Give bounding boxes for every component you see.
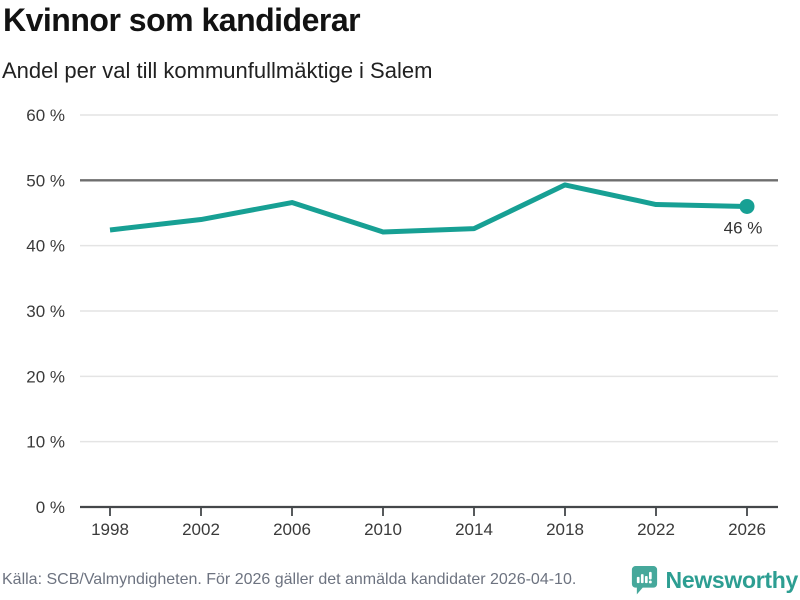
end-point-label: 46 % bbox=[724, 218, 763, 237]
page-title: Kvinnor som kandiderar bbox=[3, 2, 361, 38]
page-subtitle: Andel per val till kommunfullmäktige i S… bbox=[2, 58, 433, 83]
y-axis-tick-label: 20 % bbox=[26, 367, 65, 386]
x-axis-tick-label: 2002 bbox=[182, 520, 220, 539]
x-axis-tick-label: 2018 bbox=[546, 520, 584, 539]
x-axis-tick-label: 2014 bbox=[455, 520, 493, 539]
y-axis-tick-label: 30 % bbox=[26, 302, 65, 321]
newsworthy-bar-chart-bubble-icon bbox=[631, 566, 657, 595]
y-axis-tick-label: 40 % bbox=[26, 237, 65, 256]
data-line bbox=[109, 182, 748, 235]
y-axis-tick-label: 50 % bbox=[26, 171, 65, 190]
end-point-dot bbox=[739, 198, 755, 214]
y-axis-tick-label: 60 % bbox=[26, 106, 65, 125]
y-axis-tick-label: 10 % bbox=[26, 433, 65, 452]
y-axis-tick-label: 0 % bbox=[36, 498, 65, 517]
x-axis-tick-label: 1998 bbox=[91, 520, 129, 539]
x-axis-tick-label: 2006 bbox=[273, 520, 311, 539]
x-axis-tick-label: 2010 bbox=[364, 520, 402, 539]
newsworthy-logo: Newsworthy bbox=[631, 565, 798, 595]
newsworthy-brand-name: Newsworthy bbox=[665, 566, 799, 593]
x-axis-tick-label: 2022 bbox=[637, 520, 675, 539]
source-attribution: Källa: SCB/Valmyndigheten. För 2026 gäll… bbox=[2, 571, 577, 588]
x-axis-tick-label: 2026 bbox=[728, 520, 766, 539]
footer: Källa: SCB/Valmyndigheten. För 2026 gäll… bbox=[2, 562, 798, 598]
